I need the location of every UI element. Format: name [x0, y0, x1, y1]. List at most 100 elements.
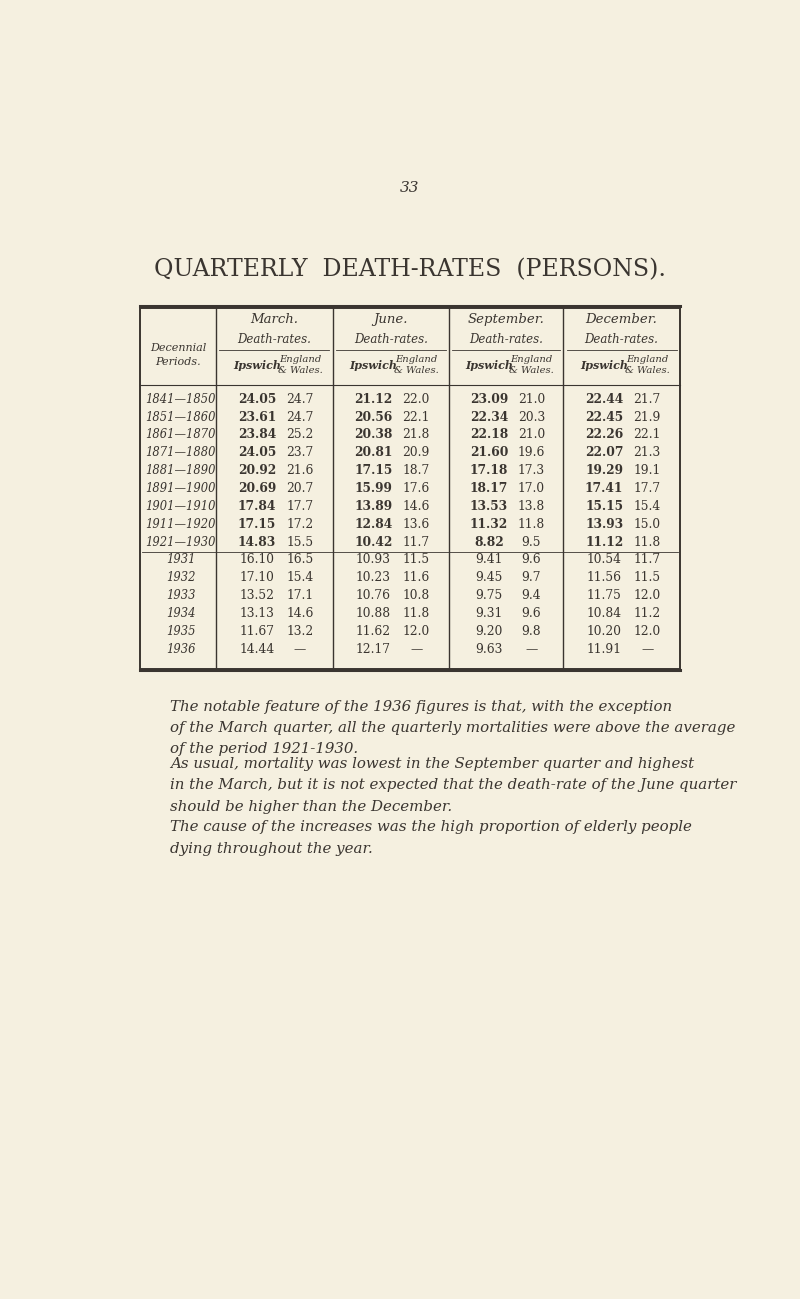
Text: 15.5: 15.5: [286, 535, 314, 548]
Text: England
& Wales.: England & Wales.: [278, 355, 322, 375]
Text: 11.56: 11.56: [586, 572, 622, 585]
Text: 10.84: 10.84: [586, 607, 622, 620]
Text: 22.07: 22.07: [585, 447, 623, 460]
Text: 11.8: 11.8: [402, 607, 430, 620]
Text: 9.4: 9.4: [522, 590, 541, 603]
Text: Ipswich: Ipswich: [349, 360, 397, 370]
Text: 11.8: 11.8: [634, 535, 661, 548]
Text: 11.62: 11.62: [356, 625, 390, 638]
Text: 1935: 1935: [166, 625, 196, 638]
Text: QUARTERLY  DEATH-RATES  (PERSONS).: QUARTERLY DEATH-RATES (PERSONS).: [154, 259, 666, 282]
Text: 10.76: 10.76: [356, 590, 390, 603]
Text: 12.0: 12.0: [634, 625, 661, 638]
Text: 9.20: 9.20: [475, 625, 502, 638]
Text: 22.26: 22.26: [585, 429, 623, 442]
Text: The cause of the increases was the high proportion of elderly people
dying throu: The cause of the increases was the high …: [170, 821, 692, 856]
Text: 1891—1900: 1891—1900: [145, 482, 215, 495]
Text: 11.5: 11.5: [402, 553, 430, 566]
Text: Ipswich: Ipswich: [580, 360, 628, 370]
Text: 33: 33: [400, 182, 420, 195]
Text: 12.0: 12.0: [402, 625, 430, 638]
Text: 10.8: 10.8: [402, 590, 430, 603]
Text: 15.4: 15.4: [286, 572, 314, 585]
Text: 22.1: 22.1: [402, 410, 430, 423]
Text: 10.20: 10.20: [586, 625, 622, 638]
Text: 12.0: 12.0: [634, 590, 661, 603]
Text: 1861—1870: 1861—1870: [145, 429, 215, 442]
Text: —: —: [641, 643, 654, 656]
Text: —: —: [526, 643, 538, 656]
Text: 9.8: 9.8: [522, 625, 541, 638]
Text: 17.18: 17.18: [470, 464, 508, 477]
Text: 9.6: 9.6: [522, 607, 541, 620]
Text: 17.15: 17.15: [354, 464, 392, 477]
Text: 17.84: 17.84: [238, 500, 276, 513]
Text: 1934: 1934: [166, 607, 196, 620]
Text: 19.29: 19.29: [585, 464, 623, 477]
Text: 10.93: 10.93: [356, 553, 390, 566]
Text: 19.1: 19.1: [634, 464, 661, 477]
Text: 20.38: 20.38: [354, 429, 392, 442]
Text: 14.83: 14.83: [238, 535, 276, 548]
Text: 11.75: 11.75: [586, 590, 622, 603]
Text: 19.6: 19.6: [518, 447, 545, 460]
Text: 24.05: 24.05: [238, 392, 276, 405]
Text: 9.7: 9.7: [522, 572, 541, 585]
Text: 23.84: 23.84: [238, 429, 276, 442]
Text: 1936: 1936: [166, 643, 196, 656]
Text: 17.41: 17.41: [585, 482, 623, 495]
Text: 24.05: 24.05: [238, 447, 276, 460]
Text: 1871—1880: 1871—1880: [145, 447, 215, 460]
Text: 20.56: 20.56: [354, 410, 392, 423]
Text: —: —: [294, 643, 306, 656]
Text: —: —: [410, 643, 422, 656]
Text: 17.6: 17.6: [402, 482, 430, 495]
Text: 11.2: 11.2: [634, 607, 661, 620]
Text: 21.8: 21.8: [402, 429, 430, 442]
Text: England
& Wales.: England & Wales.: [509, 355, 554, 375]
Text: 14.6: 14.6: [286, 607, 314, 620]
Text: 11.8: 11.8: [518, 518, 545, 531]
Text: 20.69: 20.69: [238, 482, 276, 495]
Text: June.: June.: [374, 313, 408, 326]
Text: 17.3: 17.3: [518, 464, 545, 477]
Text: 1911—1920: 1911—1920: [145, 518, 215, 531]
Text: 20.92: 20.92: [238, 464, 276, 477]
Text: 20.3: 20.3: [518, 410, 545, 423]
Text: Death-rates.: Death-rates.: [354, 333, 427, 346]
Text: 10.42: 10.42: [354, 535, 392, 548]
Text: 14.44: 14.44: [239, 643, 274, 656]
Text: 10.88: 10.88: [356, 607, 390, 620]
Text: 13.53: 13.53: [470, 500, 508, 513]
Text: 13.13: 13.13: [239, 607, 274, 620]
Text: 13.52: 13.52: [239, 590, 274, 603]
Text: 1933: 1933: [166, 590, 196, 603]
Text: 13.93: 13.93: [585, 518, 623, 531]
Text: 14.6: 14.6: [402, 500, 430, 513]
Text: September.: September.: [468, 313, 545, 326]
Text: 15.4: 15.4: [634, 500, 661, 513]
Text: 11.5: 11.5: [634, 572, 661, 585]
Text: 9.75: 9.75: [475, 590, 502, 603]
Text: 10.54: 10.54: [586, 553, 622, 566]
Text: 21.9: 21.9: [634, 410, 661, 423]
Text: 13.8: 13.8: [518, 500, 545, 513]
Text: 18.7: 18.7: [402, 464, 430, 477]
Text: Decennial
Periods.: Decennial Periods.: [150, 343, 206, 368]
Text: 12.17: 12.17: [356, 643, 390, 656]
Text: 10.23: 10.23: [356, 572, 390, 585]
Text: 20.9: 20.9: [402, 447, 430, 460]
Text: 16.10: 16.10: [239, 553, 274, 566]
Text: 1932: 1932: [166, 572, 196, 585]
Text: 15.99: 15.99: [354, 482, 392, 495]
Text: 13.89: 13.89: [354, 500, 392, 513]
Text: England
& Wales.: England & Wales.: [625, 355, 670, 375]
Text: 17.7: 17.7: [634, 482, 661, 495]
Text: 11.67: 11.67: [239, 625, 274, 638]
Text: 21.0: 21.0: [518, 392, 545, 405]
Text: 22.0: 22.0: [402, 392, 430, 405]
Text: 22.1: 22.1: [634, 429, 661, 442]
Text: 1931: 1931: [166, 553, 196, 566]
Text: 15.15: 15.15: [585, 500, 623, 513]
Text: 9.41: 9.41: [475, 553, 502, 566]
